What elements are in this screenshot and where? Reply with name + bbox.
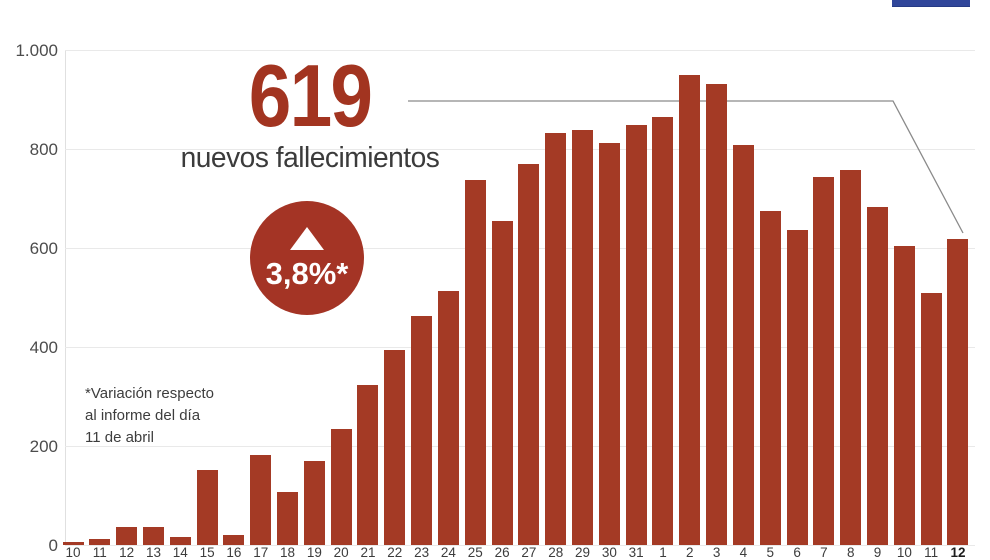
x-tick-label: 8 — [846, 545, 855, 560]
x-tick-label: 29 — [575, 545, 591, 560]
bar — [169, 537, 191, 545]
footnote-line-1: *Variación respecto — [85, 385, 214, 402]
headline: 619 nuevos fallecimientos — [130, 52, 490, 175]
bar — [598, 143, 620, 545]
bar — [920, 292, 942, 545]
y-tick-label: 600 — [29, 239, 58, 258]
bar — [357, 384, 379, 545]
bar — [572, 130, 594, 545]
bar — [411, 316, 433, 545]
x-tick-label: 20 — [333, 545, 349, 560]
bar — [116, 526, 138, 545]
bar — [62, 541, 84, 545]
x-tick-label: 17 — [253, 545, 269, 560]
footnote-line-3: 11 de abril — [85, 429, 154, 446]
x-tick-label: 30 — [601, 545, 617, 560]
y-axis-line — [65, 50, 66, 545]
x-tick-label: 26 — [494, 545, 510, 560]
x-tick-label: 21 — [360, 545, 376, 560]
x-tick-label: 4 — [739, 545, 748, 560]
bar — [732, 144, 754, 545]
x-tick-label: 6 — [793, 545, 801, 560]
footnote: *Variación respecto al informe del día 1… — [85, 383, 214, 449]
bar — [786, 229, 808, 545]
x-tick-label: 1 — [659, 545, 667, 560]
x-tick-label: 11 — [92, 545, 107, 560]
bar — [303, 461, 325, 545]
bar — [893, 245, 915, 545]
x-tick-label: 14 — [172, 545, 188, 560]
change-badge: 3,8%* — [250, 201, 364, 315]
y-tick-label: 200 — [29, 437, 58, 456]
headline-subtitle: nuevos fallecimientos — [180, 142, 440, 174]
x-tick-label: 3 — [712, 545, 721, 560]
gridline — [65, 50, 975, 51]
x-tick-label: 23 — [414, 545, 430, 560]
bar — [384, 349, 406, 545]
bar — [277, 492, 299, 545]
x-tick-label: 9 — [873, 545, 882, 560]
bar — [840, 170, 862, 545]
bar — [947, 238, 969, 545]
bar — [89, 539, 111, 545]
x-tick-label: 11 — [924, 545, 939, 560]
bar — [652, 117, 674, 545]
bar — [250, 454, 272, 545]
x-tick-label: 5 — [766, 545, 775, 560]
x-tick-label: 12 — [119, 545, 135, 560]
x-tick-label: 12 — [950, 545, 966, 560]
y-tick-label: 1.000 — [15, 41, 58, 60]
bar — [142, 527, 164, 545]
x-tick-label: 31 — [628, 545, 644, 560]
y-tick-label: 400 — [29, 338, 58, 357]
bar — [437, 290, 459, 545]
x-tick-label: 25 — [467, 545, 483, 560]
bar — [706, 83, 728, 545]
bar — [223, 534, 245, 545]
x-tick-label: 28 — [548, 545, 564, 560]
bar — [679, 74, 701, 545]
bar — [867, 206, 889, 545]
gridline — [65, 545, 975, 546]
bar — [545, 133, 567, 545]
x-tick-label: 15 — [199, 545, 215, 560]
x-tick-label: 10 — [65, 545, 81, 560]
y-tick-label: 800 — [29, 140, 58, 159]
bar — [625, 124, 647, 545]
footnote-line-2: al informe del día — [85, 407, 201, 424]
x-tick-label: 22 — [387, 545, 403, 560]
headline-number: 619 — [248, 46, 373, 145]
bar — [330, 428, 352, 545]
x-tick-label: 10 — [896, 545, 912, 560]
x-tick-label: 24 — [440, 545, 456, 560]
logo-bar — [892, 0, 970, 7]
bar — [196, 469, 218, 545]
x-tick-label: 19 — [306, 545, 322, 560]
triangle-up-icon — [290, 226, 324, 250]
x-tick-label: 2 — [686, 545, 694, 560]
y-tick-label: 0 — [48, 536, 58, 555]
change-percentage: 3,8%* — [265, 255, 349, 291]
x-tick-label: 27 — [521, 545, 537, 560]
bar — [813, 177, 835, 545]
x-tick-label: 13 — [145, 545, 161, 560]
x-tick-label: 16 — [226, 545, 242, 560]
bar — [464, 179, 486, 545]
x-tick-label: 18 — [280, 545, 296, 560]
x-tick-label: 7 — [820, 545, 828, 560]
bar — [491, 220, 513, 545]
bar — [759, 211, 781, 545]
bar — [518, 164, 540, 545]
